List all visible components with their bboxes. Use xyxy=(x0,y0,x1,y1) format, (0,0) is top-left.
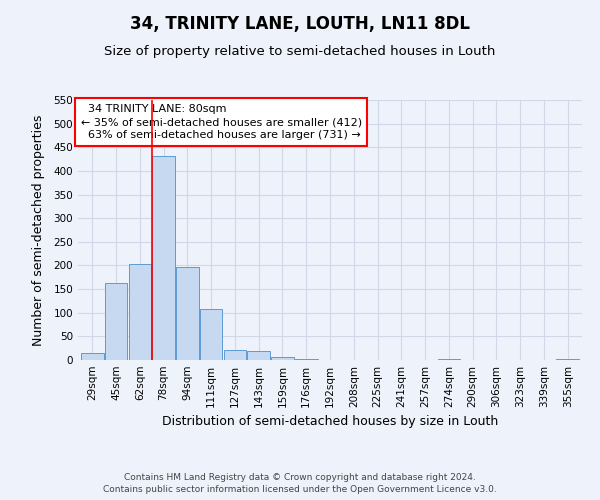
Bar xyxy=(437,359,460,360)
Bar xyxy=(200,310,223,360)
Bar xyxy=(128,264,151,360)
Bar xyxy=(295,359,317,360)
Text: 34 TRINITY LANE: 80sqm
← 35% of semi-detached houses are smaller (412)
  63% of : 34 TRINITY LANE: 80sqm ← 35% of semi-det… xyxy=(80,104,362,141)
Text: Contains public sector information licensed under the Open Government Licence v3: Contains public sector information licen… xyxy=(103,485,497,494)
Text: Size of property relative to semi-detached houses in Louth: Size of property relative to semi-detach… xyxy=(104,45,496,58)
Bar xyxy=(105,283,127,360)
Text: 34, TRINITY LANE, LOUTH, LN11 8DL: 34, TRINITY LANE, LOUTH, LN11 8DL xyxy=(130,15,470,33)
Bar xyxy=(81,353,104,360)
Bar xyxy=(247,351,270,360)
Bar xyxy=(176,267,199,360)
X-axis label: Distribution of semi-detached houses by size in Louth: Distribution of semi-detached houses by … xyxy=(162,416,498,428)
Text: Contains HM Land Registry data © Crown copyright and database right 2024.: Contains HM Land Registry data © Crown c… xyxy=(124,472,476,482)
Bar xyxy=(271,356,294,360)
Bar xyxy=(152,156,175,360)
Bar xyxy=(224,350,246,360)
Bar xyxy=(556,359,579,360)
Y-axis label: Number of semi-detached properties: Number of semi-detached properties xyxy=(32,114,45,346)
